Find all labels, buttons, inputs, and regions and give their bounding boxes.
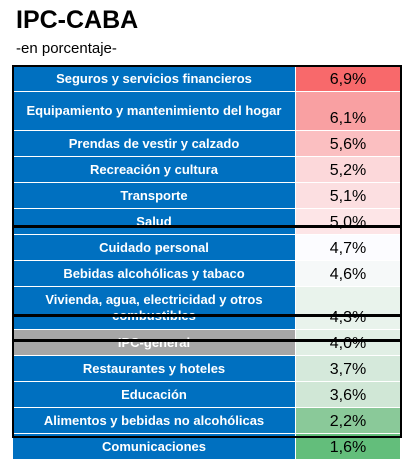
table-row: Alimentos y bebidas no alcohólicas 2,2% [12, 407, 401, 434]
value-cell: 5,2% [295, 156, 401, 183]
value-cell: 5,0% [295, 208, 401, 235]
category-label: Prendas de vestir y calzado [12, 130, 296, 157]
value-cell: 4,6% [295, 260, 401, 287]
category-label: Restaurantes y hoteles [12, 355, 296, 382]
value-cell: 3,6% [295, 381, 401, 408]
value-cell: 2,2% [295, 407, 401, 434]
table-row: Recreación y cultura 5,2% [12, 156, 401, 183]
table-row: Educación 3,6% [12, 381, 401, 408]
table-row: Prendas de vestir y calzado 5,6% [12, 130, 401, 157]
value-cell: 3,7% [295, 355, 401, 382]
category-label: Bebidas alcohólicas y tabaco [12, 260, 296, 287]
ipc-table-body: Seguros y servicios financieros 6,9% Equip… [12, 65, 401, 460]
category-label: Transporte [12, 182, 296, 209]
category-label: Recreación y cultura [12, 156, 296, 183]
table-row: Equipamiento y mantenimiento del hogar 6,… [12, 91, 401, 131]
general-label: IPC-general [12, 329, 296, 356]
category-label: Alimentos y bebidas no alcohólicas [12, 407, 296, 434]
category-label: Cuidado personal [12, 234, 296, 261]
category-label: Equipamiento y mantenimiento del hogar [12, 91, 296, 131]
value-cell: 6,1% [295, 91, 401, 131]
category-label: Seguros y servicios financieros [12, 65, 296, 92]
table-row: Restaurantes y hoteles 3,7% [12, 355, 401, 382]
table-row: IPC-general 4,0% [12, 329, 401, 356]
table-row: Seguros y servicios financieros 6,9% [12, 65, 401, 92]
table-row: Bebidas alcohólicas y tabaco 4,6% [12, 260, 401, 287]
table-row: Cuidado personal 4,7% [12, 234, 401, 261]
value-cell: 5,1% [295, 182, 401, 209]
chart-title: IPC-CABA [16, 6, 139, 34]
value-cell: 4,3% [295, 286, 401, 330]
category-label: Vivienda, agua, electricidad y otros com… [12, 286, 296, 330]
value-cell: 5,6% [295, 130, 401, 157]
value-cell: 6,9% [295, 65, 401, 92]
table-row: Salud 5,0% [12, 208, 401, 235]
chart-subtitle: -en porcentaje- [16, 40, 117, 57]
category-label: Educación [12, 381, 296, 408]
ipc-table: Seguros y servicios financieros 6,9% Equip… [12, 65, 401, 460]
value-cell: 4,0% [295, 329, 401, 356]
table-row: Transporte 5,1% [12, 182, 401, 209]
value-cell: 4,7% [295, 234, 401, 261]
table-row: Vivienda, agua, electricidad y otros com… [12, 286, 401, 330]
category-label: Salud [12, 208, 296, 235]
